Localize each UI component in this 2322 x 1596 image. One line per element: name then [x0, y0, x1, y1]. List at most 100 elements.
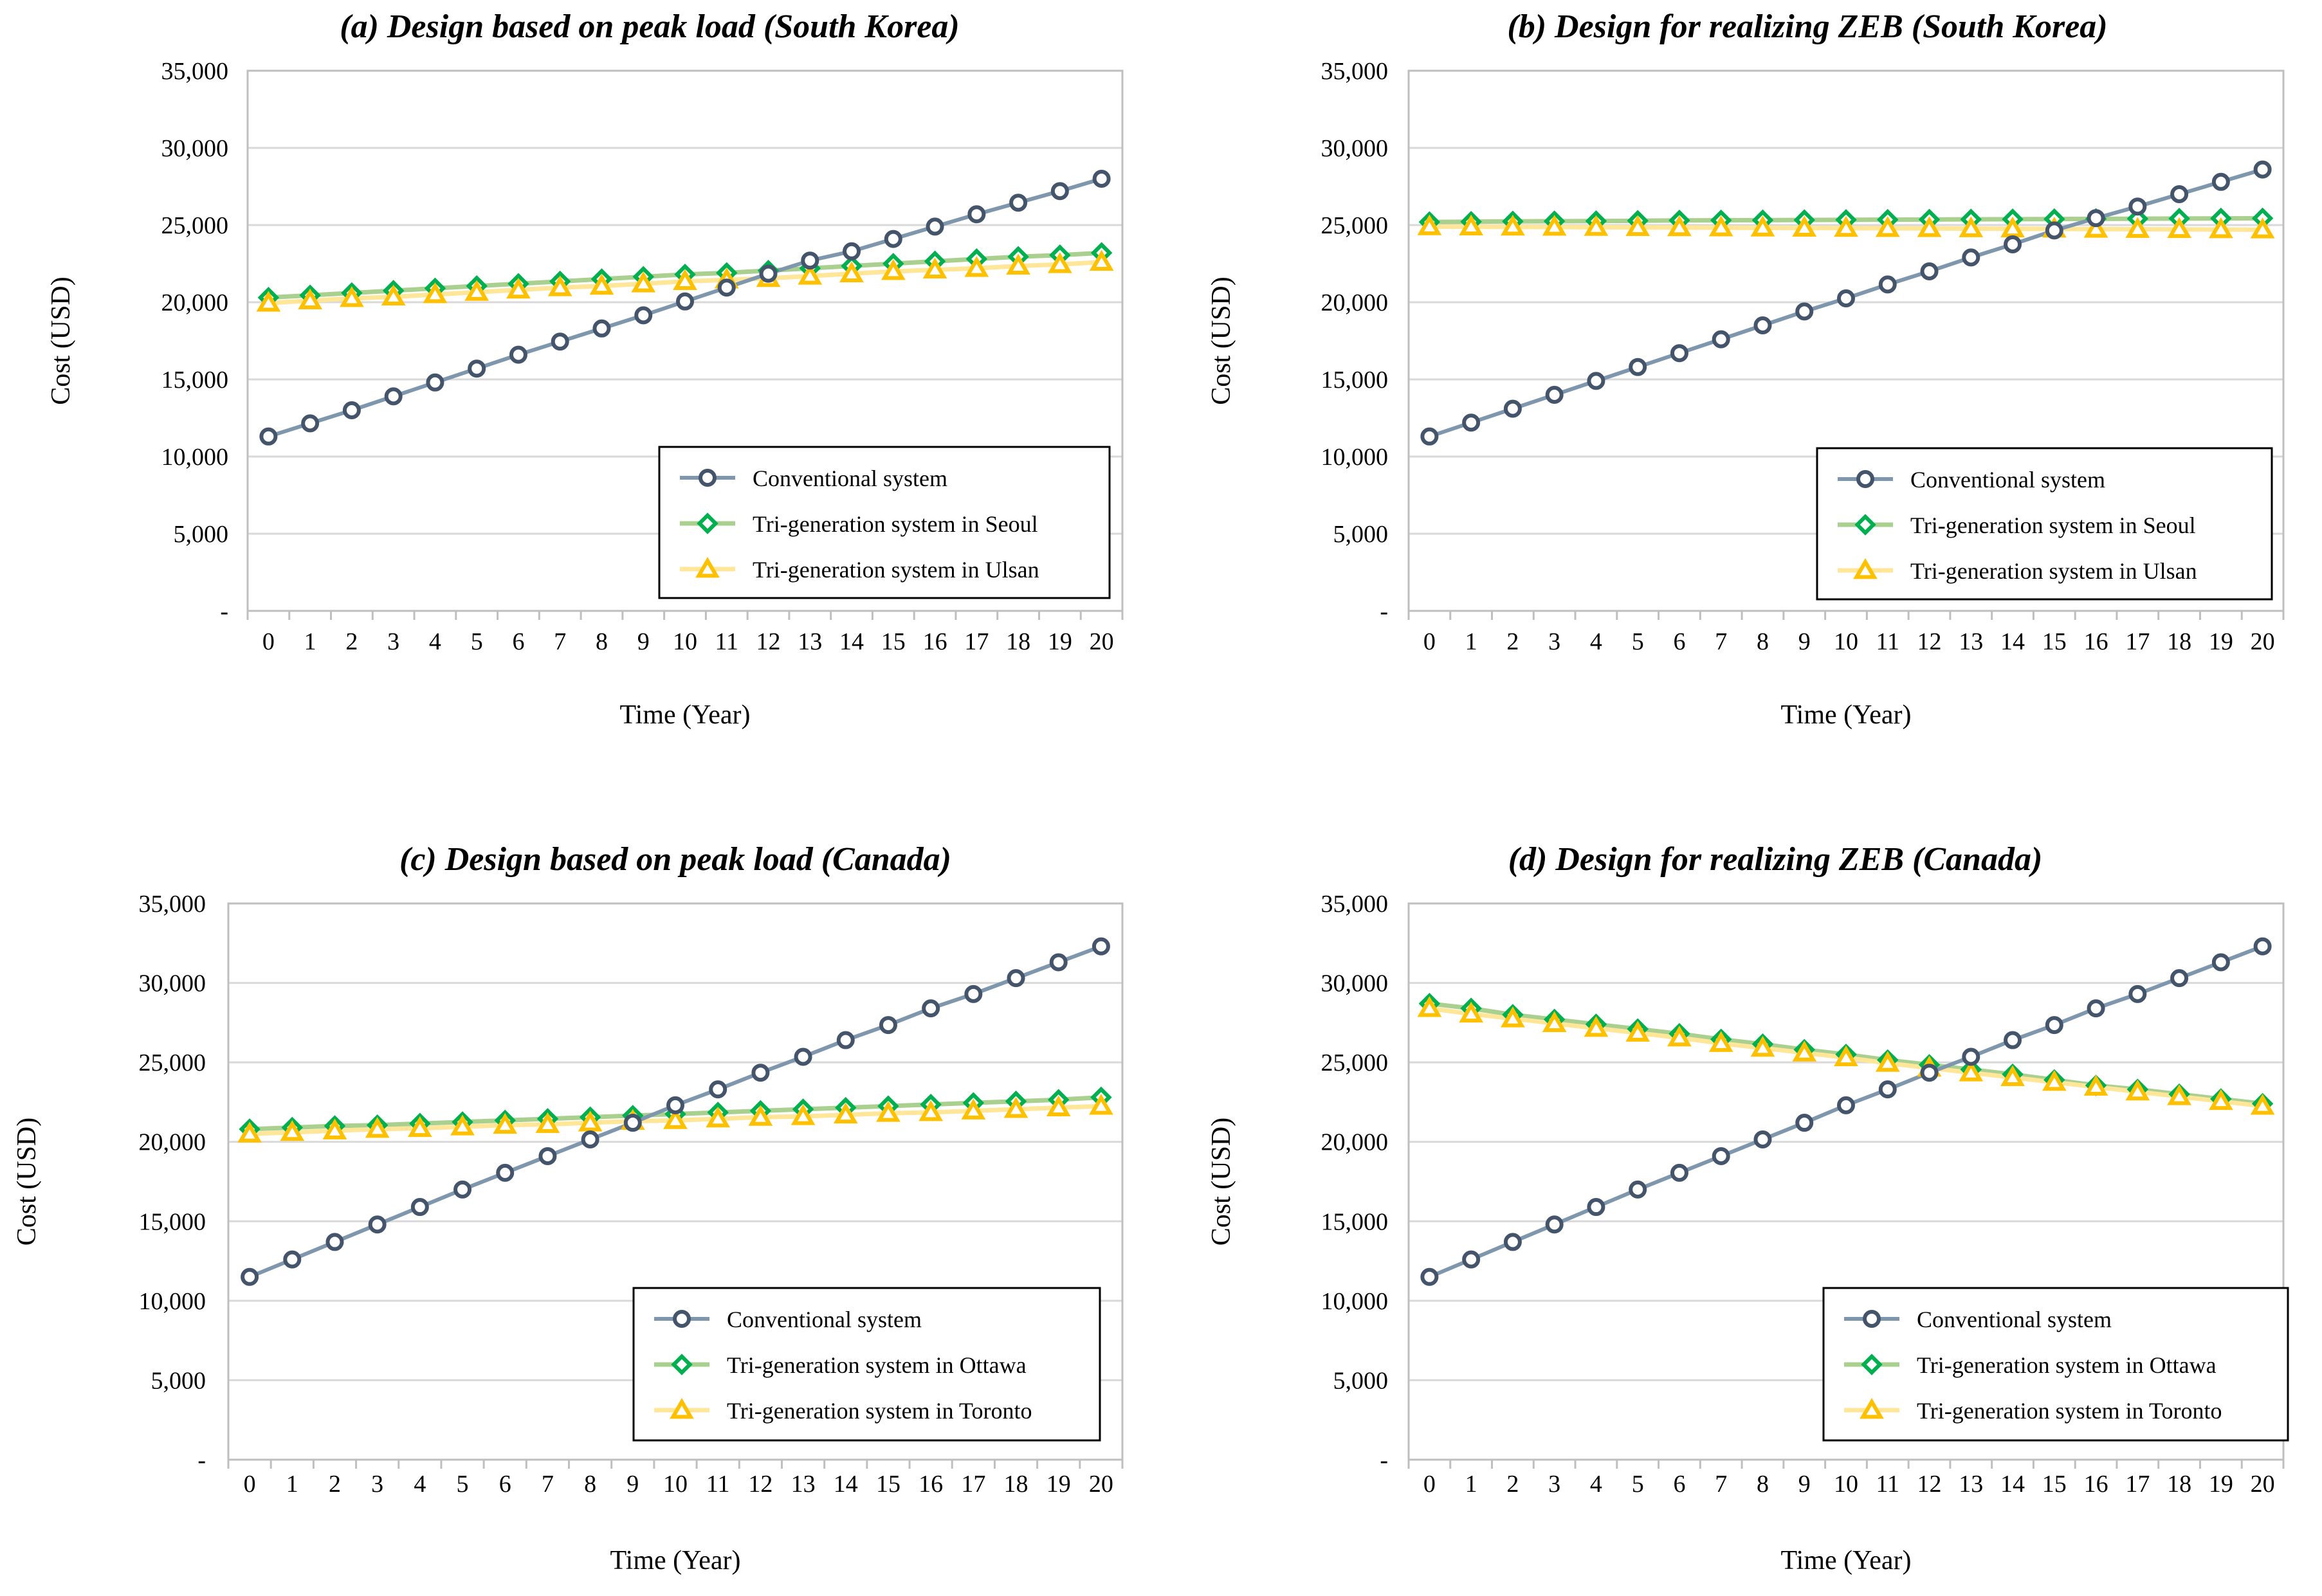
- x-tick-label: 6: [512, 628, 524, 655]
- y-tick-label: 25,000: [161, 212, 229, 239]
- x-tick-label: 6: [1673, 1471, 1685, 1498]
- x-tick-label: 15: [2042, 628, 2067, 655]
- data-point-circle: [1753, 316, 1772, 334]
- x-tick-label: 12: [1917, 628, 1942, 655]
- data-point-circle: [1795, 302, 1814, 321]
- data-point-triangle: [1792, 215, 1817, 237]
- x-tick-label: 6: [1673, 628, 1685, 655]
- data-point-triangle: [876, 1101, 900, 1122]
- data-point-triangle: [1046, 1095, 1071, 1116]
- data-point-triangle: [2208, 1089, 2233, 1111]
- chart-panel-a: - 5,000 10,000 15,000 20,000 25,000 30,000 35,0…: [46, 8, 1124, 730]
- data-point-triangle: [1459, 214, 1484, 236]
- x-tick-label: 19: [2209, 1471, 2233, 1498]
- data-point-circle: [1878, 275, 1897, 294]
- x-tick-label: 6: [499, 1471, 511, 1498]
- legend-entry: Tri-generation system in Seoul: [1910, 512, 2196, 538]
- x-tick-label: 5: [1632, 628, 1644, 655]
- data-point-circle: [751, 1064, 770, 1082]
- data-point-triangle: [2125, 217, 2150, 238]
- x-tick-label: 10: [1834, 628, 1858, 655]
- data-point-circle: [342, 401, 361, 419]
- x-tick-label: 18: [2167, 1471, 2191, 1498]
- legend-marker-circle: [673, 1310, 691, 1328]
- data-point-circle: [1007, 969, 1025, 988]
- data-point-triangle: [340, 286, 364, 307]
- data-point-circle: [410, 1198, 429, 1217]
- x-tick-label: 1: [286, 1471, 298, 1498]
- y-tick-label: 30,000: [139, 970, 206, 997]
- data-point-circle: [1629, 1180, 1647, 1199]
- data-point-circle: [538, 1147, 557, 1165]
- x-tick-label: 14: [2000, 628, 2025, 655]
- data-point-circle: [1009, 194, 1028, 212]
- data-point-triangle: [1917, 216, 1942, 237]
- data-point-circle: [2253, 160, 2272, 179]
- x-tick-label: 5: [471, 628, 483, 655]
- x-tick-label: 2: [345, 628, 358, 655]
- x-tick-label: 13: [798, 628, 822, 655]
- data-point-circle: [283, 1250, 302, 1269]
- data-point-triangle: [922, 257, 947, 278]
- x-tick-label: 4: [414, 1471, 426, 1498]
- data-point-circle: [1420, 1267, 1439, 1286]
- data-point-circle: [1462, 1250, 1481, 1269]
- y-tick-label: 20,000: [161, 289, 229, 316]
- data-point-circle: [2087, 209, 2105, 228]
- x-tick-label: 19: [2209, 628, 2233, 655]
- data-point-circle: [964, 984, 983, 1003]
- data-point-triangle: [1750, 215, 1775, 237]
- y-tick-label: 35,000: [161, 58, 229, 85]
- data-point-circle: [1962, 1047, 1980, 1066]
- data-point-triangle: [578, 1111, 603, 1132]
- y-tick-label: 20,000: [1321, 289, 1389, 316]
- x-tick-label: 0: [262, 628, 275, 655]
- x-tick-label: 16: [919, 1471, 943, 1498]
- legend-entry: Conventional system: [727, 1307, 922, 1332]
- x-tick-label: 1: [304, 628, 316, 655]
- y-tick-label: -: [1380, 598, 1388, 625]
- x-tick-label: 16: [923, 628, 947, 655]
- data-point-triangle: [964, 256, 989, 277]
- data-point-circle: [1050, 182, 1069, 201]
- data-point-triangle: [2083, 1075, 2108, 1096]
- data-point-triangle: [1459, 1001, 1484, 1023]
- x-tick-label: 13: [1959, 628, 1983, 655]
- x-tick-label: 15: [876, 1471, 900, 1498]
- legend-entry: Tri-generation system in Ulsan: [1910, 558, 2197, 584]
- data-point-circle: [1837, 289, 1855, 307]
- data-point-circle: [1092, 170, 1111, 188]
- data-point-circle: [551, 332, 569, 351]
- data-point-triangle: [1834, 215, 1858, 237]
- y-tick-label: 25,000: [1321, 1049, 1389, 1076]
- x-tick-label: 3: [387, 628, 399, 655]
- data-point-triangle: [1750, 1035, 1775, 1057]
- data-point-triangle: [2167, 217, 2191, 239]
- x-tick-label: 20: [1090, 628, 1114, 655]
- y-tick-label: 35,000: [1321, 891, 1389, 918]
- y-tick-label: 15,000: [1321, 367, 1389, 394]
- legend-marker-triangle: [695, 557, 720, 578]
- data-point-triangle: [423, 282, 448, 304]
- x-tick-label: 14: [834, 1471, 858, 1498]
- data-point-circle: [2170, 185, 2189, 203]
- legend-entry: Conventional system: [1917, 1307, 2112, 1332]
- data-point-circle: [1670, 344, 1688, 363]
- x-tick-label: 18: [1004, 1471, 1028, 1498]
- x-axis-label: Time (Year): [619, 700, 750, 730]
- data-point-circle: [843, 242, 861, 260]
- x-tick-label: 4: [1590, 1471, 1602, 1498]
- data-point-triangle: [1542, 1011, 1567, 1032]
- legend-marker-circle: [1863, 1310, 1881, 1328]
- y-tick-label: 15,000: [139, 1208, 206, 1235]
- data-point-circle: [468, 359, 486, 378]
- legend: Conventional system Tri-generation system…: [1816, 447, 2273, 601]
- data-point-circle: [666, 1096, 684, 1114]
- data-point-triangle: [464, 280, 489, 301]
- data-point-triangle: [1003, 1097, 1028, 1118]
- y-tick-label: 20,000: [139, 1129, 206, 1156]
- x-tick-label: 12: [748, 1471, 772, 1498]
- x-tick-label: 18: [1006, 628, 1030, 655]
- legend-marker-diamond: [1861, 1354, 1883, 1375]
